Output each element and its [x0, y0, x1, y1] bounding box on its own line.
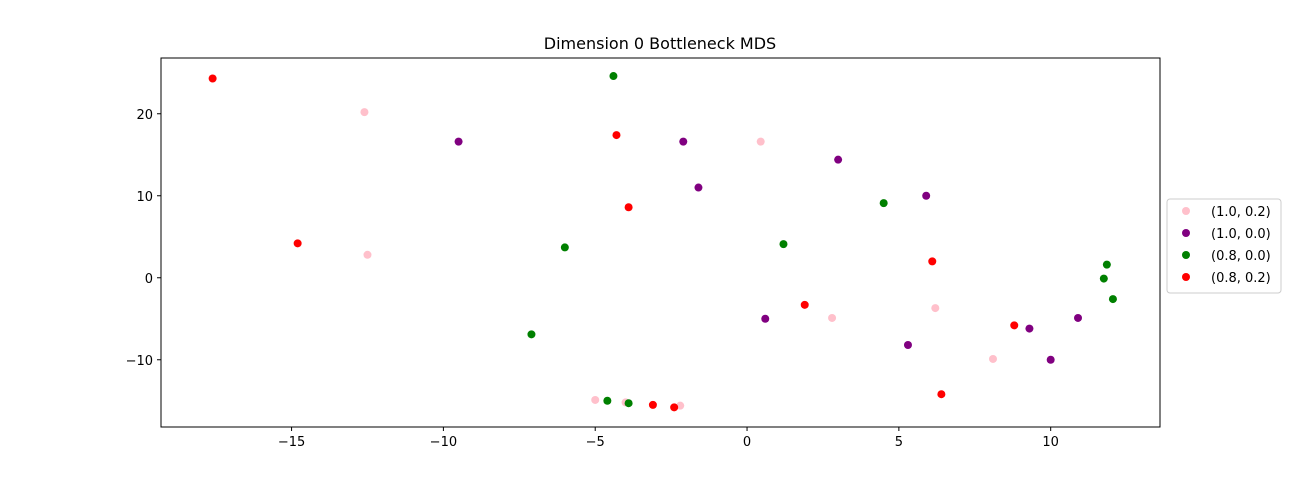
data-point: [1102, 260, 1111, 269]
series-1: [454, 137, 1083, 364]
x-axis-ticks: −15 −10 −5 0 5 10: [278, 427, 1059, 450]
data-point: [828, 313, 837, 322]
x-tick-label: −5: [586, 435, 605, 450]
plot-frame: [160, 57, 1161, 428]
data-point: [612, 131, 621, 140]
data-point: [1099, 274, 1108, 283]
data-point: [1046, 355, 1055, 364]
y-tick-label: 20: [136, 108, 153, 123]
data-point: [1010, 321, 1019, 330]
data-point: [679, 137, 688, 146]
y-tick-label: 0: [145, 272, 153, 287]
x-tick-label: −10: [430, 435, 457, 450]
data-point: [591, 395, 600, 404]
legend-box: [1166, 198, 1282, 294]
data-point: [761, 314, 770, 323]
legend-marker: [1182, 207, 1190, 215]
data-point: [879, 199, 888, 208]
data-point: [648, 400, 657, 409]
legend-label: (1.0, 0.2): [1211, 205, 1271, 220]
data-point: [603, 396, 612, 405]
legend-marker: [1182, 251, 1190, 259]
legend-label: (0.8, 0.0): [1211, 249, 1271, 264]
data-point: [903, 341, 912, 349]
data-point: [609, 72, 618, 81]
data-points: [208, 72, 1117, 412]
x-tick-label: −15: [278, 435, 305, 450]
y-tick-label: 10: [136, 190, 153, 205]
x-tick-label: 10: [1042, 435, 1059, 450]
series-0: [360, 108, 997, 410]
data-point: [363, 250, 372, 259]
data-point: [560, 243, 569, 252]
data-point: [988, 354, 997, 363]
data-point: [931, 304, 940, 313]
legend-label: (0.8, 0.2): [1211, 271, 1271, 286]
x-tick-label: 0: [743, 435, 751, 450]
series-2: [527, 72, 1117, 408]
series-3: [208, 74, 1019, 412]
data-point: [928, 257, 937, 266]
data-point: [756, 137, 765, 146]
data-point: [454, 137, 463, 146]
x-tick-label: 5: [895, 435, 903, 450]
data-point: [208, 74, 217, 83]
data-point: [1025, 324, 1034, 333]
data-point: [360, 108, 369, 117]
data-point: [527, 330, 536, 339]
y-axis-ticks: −10 0 10 20: [126, 108, 161, 369]
data-point: [937, 390, 946, 399]
y-tick-label: −10: [126, 354, 153, 369]
data-point: [1108, 295, 1117, 304]
data-point: [834, 155, 843, 164]
data-point: [694, 183, 703, 192]
data-point: [800, 300, 809, 309]
data-point: [624, 399, 633, 408]
data-point: [779, 240, 788, 249]
legend-label: (1.0, 0.0): [1211, 227, 1271, 242]
data-point: [922, 191, 931, 200]
data-point: [624, 203, 633, 212]
data-point: [1074, 313, 1083, 322]
legend-marker: [1182, 273, 1190, 281]
legend: (1.0, 0.2) (1.0, 0.0) (0.8, 0.0) (0.8, 0.2): [1166, 198, 1282, 294]
data-point: [670, 403, 679, 412]
data-point: [676, 401, 685, 410]
chart-title: Dimension 0 Bottleneck MDS: [544, 34, 776, 53]
legend-marker: [1182, 229, 1190, 237]
data-point: [293, 239, 302, 248]
